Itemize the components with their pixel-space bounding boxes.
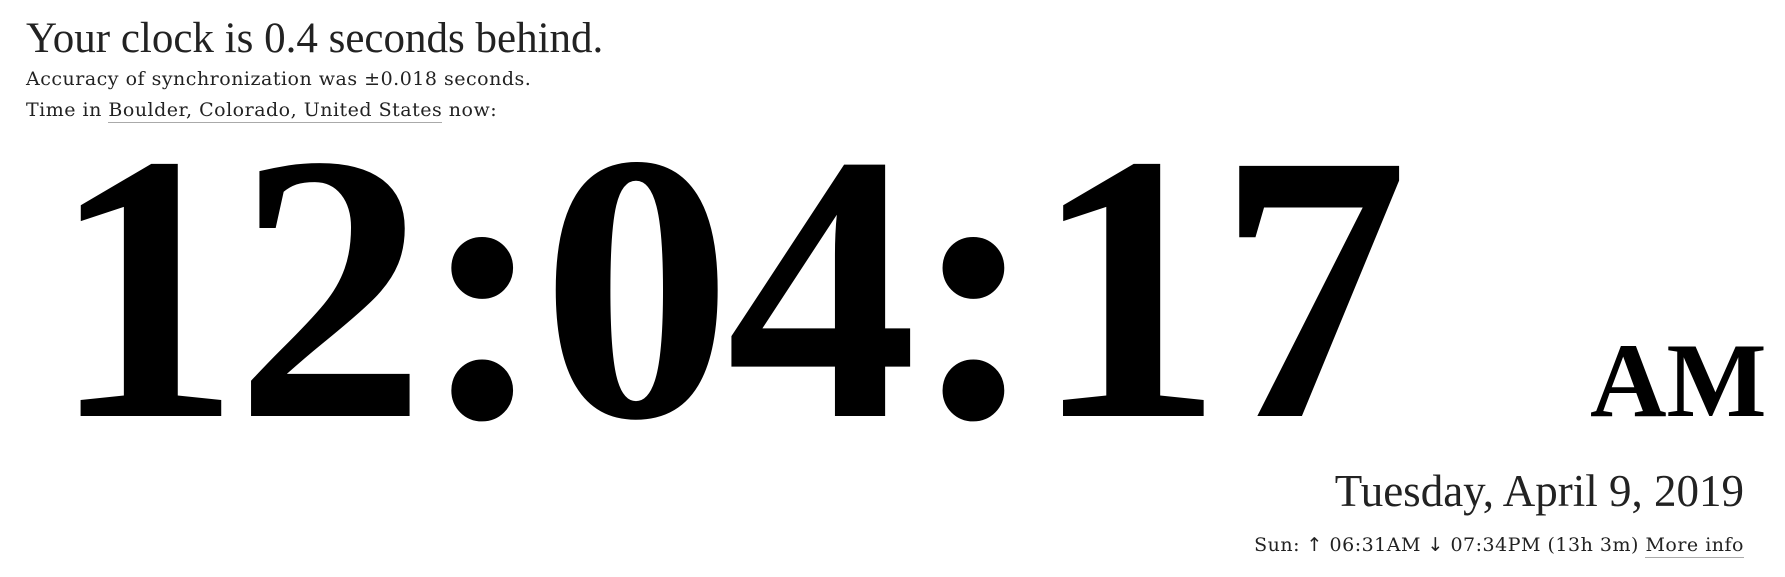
more-info-link[interactable]: More info xyxy=(1645,534,1744,558)
sunset-time: 07:34PM xyxy=(1450,534,1541,556)
sunrise-arrow-icon: ↑ xyxy=(1306,534,1323,556)
location-prefix: Time in xyxy=(26,99,102,121)
current-date: Tuesday, April 9, 2019 xyxy=(1334,466,1744,516)
sunset-arrow-icon: ↓ xyxy=(1427,534,1444,556)
clock-ampm: AM xyxy=(1590,322,1767,439)
location-suffix: now: xyxy=(448,99,498,121)
sun-label: Sun: xyxy=(1254,534,1300,556)
big-clock: 12:04:17 AM xyxy=(50,76,1770,499)
sync-accuracy-text: Accuracy of synchronization was ±0.018 s… xyxy=(26,68,532,90)
sun-info: Sun: ↑ 06:31AM ↓ 07:34PM (13h 3m) More i… xyxy=(1254,530,1744,560)
clock-time: 12:04:17 xyxy=(50,76,1408,499)
daylight-duration: (13h 3m) xyxy=(1547,534,1639,556)
location-line: Time in Boulder, Colorado, United States… xyxy=(26,95,603,126)
clock-status-header: Your clock is 0.4 seconds behind. Accura… xyxy=(26,14,603,126)
offset-headline: Your clock is 0.4 seconds behind. xyxy=(26,15,604,62)
sunrise-time: 06:31AM xyxy=(1329,534,1421,556)
location-link[interactable]: Boulder, Colorado, United States xyxy=(108,99,443,123)
